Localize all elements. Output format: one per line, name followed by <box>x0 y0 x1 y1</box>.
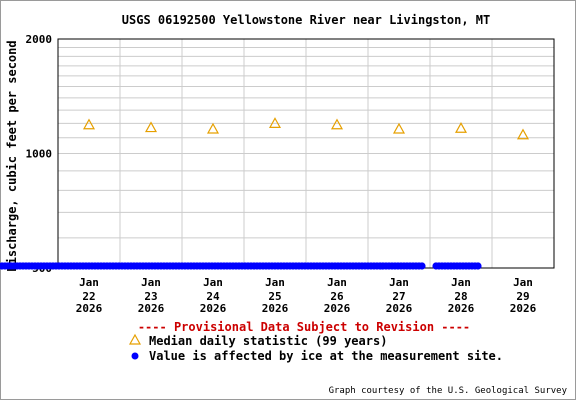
legend: Median daily statistic (99 years) Value … <box>128 333 503 363</box>
median-data-point <box>206 122 220 134</box>
x-tick-month: Jan <box>389 276 409 289</box>
median-data-point <box>454 122 468 133</box>
x-tick-month: Jan <box>265 276 285 289</box>
x-tick-month: Jan <box>203 276 223 289</box>
legend-dot-marker <box>131 352 139 360</box>
ice-data-point <box>418 262 426 270</box>
legend-ice-label: Value is affected by ice at the measurem… <box>149 349 503 363</box>
x-tick-month: Jan <box>327 276 347 289</box>
y-axis-ticks: 50010002000 <box>26 33 53 275</box>
provisional-note: ---- Provisional Data Subject to Revisio… <box>138 320 470 334</box>
y-axis-label: Discharge, cubic feet per second <box>5 40 19 271</box>
x-tick-day: 28 <box>454 290 467 303</box>
legend-triangle-marker <box>128 333 142 345</box>
x-tick-year: 2026 <box>448 302 475 315</box>
median-data-point <box>144 121 158 133</box>
median-data-point <box>82 118 96 130</box>
median-data-point <box>330 118 344 130</box>
median-data-point <box>268 117 282 128</box>
x-tick-day: 23 <box>144 290 157 303</box>
ice-data-point <box>474 262 482 270</box>
x-tick-day: 29 <box>516 290 529 303</box>
x-tick-day: 22 <box>82 290 95 303</box>
x-tick-year: 2026 <box>138 302 165 315</box>
credit-text: Graph courtesy of the U.S. Geological Su… <box>329 386 568 396</box>
median-series <box>82 117 530 140</box>
chart-title: USGS 06192500 Yellowstone River near Liv… <box>122 13 490 27</box>
x-tick-day: 24 <box>206 290 220 303</box>
x-tick-year: 2026 <box>386 302 413 315</box>
grid <box>58 38 554 268</box>
x-tick-day: 25 <box>268 290 281 303</box>
x-tick-day: 27 <box>392 290 405 303</box>
x-tick-year: 2026 <box>510 302 537 315</box>
median-data-point <box>392 122 406 134</box>
x-tick-year: 2026 <box>200 302 227 315</box>
x-tick-year: 2026 <box>76 302 103 315</box>
legend-median-label: Median daily statistic (99 years) <box>149 334 387 348</box>
x-tick-month: Jan <box>513 276 533 289</box>
median-data-point <box>516 128 530 140</box>
y-tick-label: 2000 <box>26 33 53 46</box>
x-tick-month: Jan <box>79 276 99 289</box>
ice-affected-series <box>0 262 482 270</box>
x-tick-month: Jan <box>141 276 161 289</box>
x-tick-day: 26 <box>330 290 344 303</box>
x-tick-month: Jan <box>451 276 471 289</box>
x-axis-ticks: Jan222026Jan232026Jan242026Jan252026Jan2… <box>76 276 537 315</box>
y-tick-label: 1000 <box>26 148 53 161</box>
x-tick-year: 2026 <box>262 302 289 315</box>
x-tick-year: 2026 <box>324 302 351 315</box>
